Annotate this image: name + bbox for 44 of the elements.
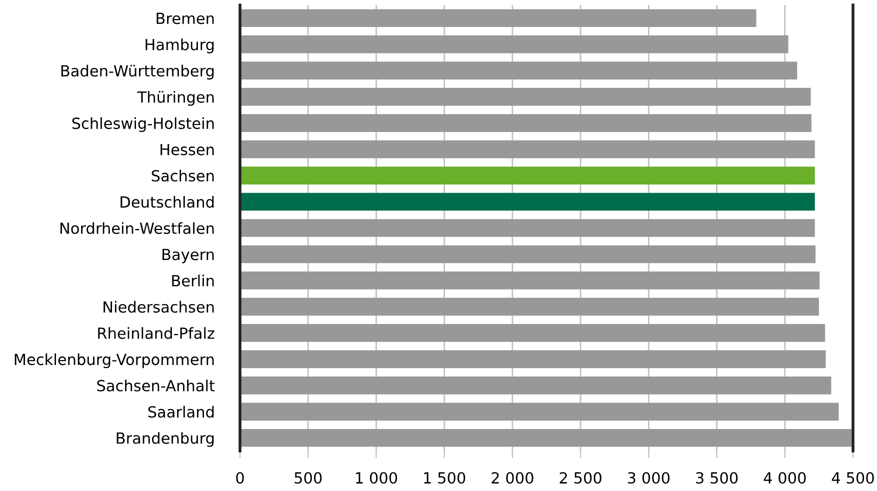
bar bbox=[240, 350, 826, 368]
x-tick-label: 1 500 bbox=[424, 472, 466, 484]
bar bbox=[240, 324, 826, 342]
bar bbox=[240, 272, 820, 290]
bar bbox=[240, 88, 811, 106]
y-tick-label: Nordrhein-Westfalen bbox=[60, 222, 214, 234]
bar bbox=[240, 245, 816, 264]
y-tick-label: Bayern bbox=[162, 248, 214, 264]
y-tick-label: Hamburg bbox=[146, 38, 214, 54]
bar bbox=[240, 298, 819, 316]
x-tick-label: 0 bbox=[236, 472, 244, 484]
y-tick-label: Niedersachsen bbox=[104, 300, 214, 313]
bar bbox=[240, 192, 815, 211]
y-tick-label: Saarland bbox=[148, 406, 214, 418]
bar bbox=[240, 114, 812, 132]
x-tick-label: 3 500 bbox=[696, 472, 738, 484]
bar bbox=[240, 140, 815, 158]
bar bbox=[240, 62, 798, 80]
bar bbox=[240, 402, 839, 421]
y-tick-label: Deutschland bbox=[120, 196, 214, 208]
bar bbox=[240, 219, 815, 237]
y-tick-label: Sachsen-Anhalt bbox=[97, 380, 215, 392]
bar bbox=[240, 35, 788, 54]
bar bbox=[240, 428, 852, 447]
x-tick-label: 500 bbox=[294, 472, 322, 484]
y-tick-label: Baden-Württemberg bbox=[61, 64, 214, 80]
x-tick-label: 1 000 bbox=[356, 472, 398, 484]
x-tick-label: 2 500 bbox=[560, 472, 602, 484]
y-tick-label: Mecklenburg-Vorpommern bbox=[14, 353, 214, 368]
y-tick-label: Sachsen bbox=[152, 170, 214, 182]
x-tick-label: 4 500 bbox=[832, 472, 874, 484]
x-tick-label: 3 000 bbox=[628, 472, 670, 484]
y-tick-label: Brandenburg bbox=[116, 432, 214, 447]
y-tick-label: Rheinland-Pfalz bbox=[98, 327, 214, 339]
y-tick-label: Thüringen bbox=[137, 91, 214, 106]
bar bbox=[240, 376, 832, 394]
bar bbox=[240, 9, 756, 28]
y-tick-label: Berlin bbox=[172, 274, 214, 286]
y-tick-label: Bremen bbox=[156, 12, 214, 24]
bar bbox=[240, 166, 815, 184]
y-tick-label: Schleswig-Holstein bbox=[72, 117, 214, 132]
x-tick-label: 2 000 bbox=[492, 472, 534, 484]
x-tick-label: 4 000 bbox=[764, 472, 806, 484]
y-tick-label: Hessen bbox=[160, 144, 214, 156]
